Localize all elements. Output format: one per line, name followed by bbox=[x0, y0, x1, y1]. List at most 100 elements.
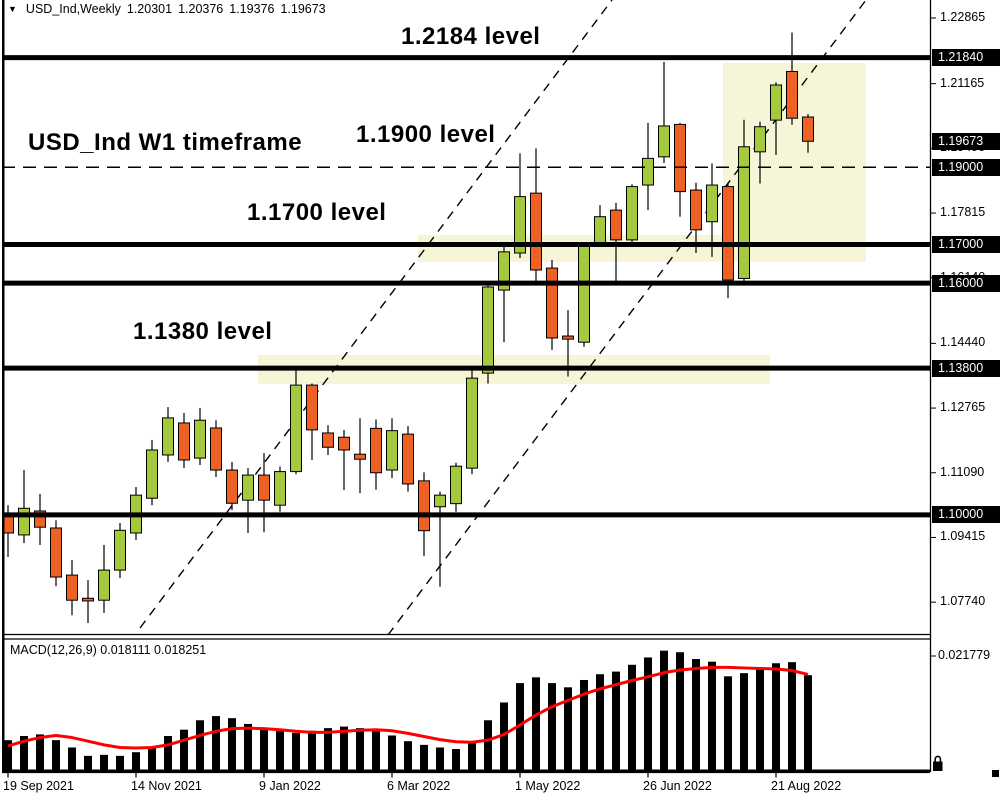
macd-histogram-bar bbox=[372, 730, 380, 770]
candle-body bbox=[594, 216, 606, 244]
price-tick-label: 1.22865 bbox=[940, 10, 986, 24]
candle-body bbox=[146, 449, 158, 499]
chart-left-border bbox=[2, 0, 5, 773]
candle-body bbox=[530, 192, 542, 271]
candle-body bbox=[162, 417, 174, 456]
macd-histogram-bar bbox=[84, 755, 92, 770]
ohlc-open: 1.20301 bbox=[126, 2, 173, 16]
ohlc-high: 1.20376 bbox=[178, 2, 224, 16]
macd-histogram-bar bbox=[308, 730, 316, 770]
candle-body bbox=[98, 569, 110, 601]
candle-body bbox=[498, 251, 510, 291]
macd-axis-label: 0.021779 bbox=[938, 648, 991, 662]
candle-body bbox=[674, 123, 686, 193]
candle-body bbox=[754, 126, 766, 153]
macd-histogram-bar bbox=[644, 657, 652, 770]
annotation-level-1380: 1.1380 level bbox=[133, 318, 273, 345]
candle-body bbox=[626, 186, 638, 241]
price-level-badge: 1.17000 bbox=[932, 236, 1000, 253]
macd-histogram-bar bbox=[564, 687, 572, 770]
macd-histogram-bar bbox=[276, 730, 284, 770]
macd-histogram-bar bbox=[148, 746, 156, 770]
candle-body bbox=[434, 494, 446, 508]
candle-body bbox=[418, 480, 430, 532]
candle-body bbox=[338, 436, 350, 451]
macd-histogram-bar bbox=[804, 675, 812, 770]
candle-body bbox=[738, 146, 750, 279]
trend-channel-line bbox=[139, 0, 613, 629]
macd-histogram-bar bbox=[660, 650, 668, 770]
macd-histogram-bar bbox=[52, 740, 60, 770]
time-tick-label: 14 Nov 2021 bbox=[131, 779, 202, 793]
symbol-title: USD_Ind,Weekly bbox=[25, 2, 121, 16]
candle-body bbox=[354, 453, 366, 460]
candle-body bbox=[322, 432, 334, 448]
price-level-badge: 1.13800 bbox=[932, 359, 1000, 377]
macd-histogram-bar bbox=[468, 741, 476, 770]
macd-histogram-bar bbox=[788, 662, 796, 770]
macd-histogram-bar bbox=[196, 720, 204, 770]
candle-body bbox=[258, 474, 270, 501]
lock-icon[interactable] bbox=[934, 755, 942, 762]
candle-body bbox=[178, 422, 190, 461]
time-tick-label: 6 Mar 2022 bbox=[387, 779, 451, 793]
candle-body bbox=[50, 527, 62, 578]
chart-title-bar: ▼ USD_Ind,Weekly 1.20301 1.20376 1.19376 1.19… bbox=[8, 2, 326, 16]
macd-histogram-bar bbox=[116, 755, 124, 770]
macd-histogram-bar bbox=[68, 747, 76, 770]
macd-histogram-bar bbox=[724, 676, 732, 770]
candle-body bbox=[562, 335, 574, 340]
price-tick-label: 1.14440 bbox=[940, 335, 986, 350]
macd-histogram-bar bbox=[756, 667, 764, 770]
candle-body bbox=[18, 507, 30, 536]
price-level-badge: 1.16000 bbox=[932, 274, 1000, 292]
macd-histogram-bar bbox=[500, 702, 508, 770]
time-tick-label: 1 May 2022 bbox=[515, 779, 581, 793]
candle-body bbox=[770, 84, 782, 121]
price-level-badge: 1.21840 bbox=[932, 49, 1000, 67]
annotation-level-1900: 1.1900 level bbox=[356, 121, 496, 148]
macd-histogram-bar bbox=[708, 661, 716, 770]
macd-signal-line bbox=[7, 665, 809, 750]
price-level-badge: 1.19000 bbox=[932, 158, 1000, 176]
macd-histogram-bar bbox=[260, 728, 268, 770]
ohlc-low: 1.19376 bbox=[229, 2, 275, 16]
candle-body bbox=[450, 465, 462, 505]
candle-body bbox=[274, 471, 286, 506]
macd-histogram-bar bbox=[228, 718, 236, 770]
time-axis-border bbox=[2, 769, 930, 774]
candle-body bbox=[226, 469, 238, 504]
macd-histogram-bar bbox=[36, 734, 44, 770]
candle-body bbox=[210, 427, 222, 471]
macd-histogram-bar bbox=[692, 659, 700, 770]
candle-body bbox=[578, 244, 590, 343]
annotation-level-2184: 1.2184 level bbox=[401, 23, 541, 50]
candle-body bbox=[658, 125, 670, 158]
candle-body bbox=[370, 427, 382, 474]
macd-histogram-bar bbox=[20, 735, 28, 770]
symbol-dropdown-icon[interactable]: ▼ bbox=[8, 4, 17, 14]
candle-body bbox=[82, 597, 94, 602]
candle-body bbox=[402, 433, 414, 485]
annotation-level-1700: 1.1700 level bbox=[247, 199, 387, 226]
price-tick-label: 1.09415 bbox=[940, 529, 986, 544]
candle-body bbox=[66, 574, 78, 601]
macd-histogram-bar bbox=[164, 735, 172, 770]
macd-histogram-bar bbox=[388, 735, 396, 770]
annotation-timeframe: USD_Ind W1 timeframe bbox=[28, 129, 303, 156]
macd-histogram-bar bbox=[100, 754, 108, 770]
candle-body bbox=[546, 267, 558, 339]
scroll-corner-icon bbox=[992, 770, 999, 777]
price-tick-label: 1.12765 bbox=[940, 400, 986, 415]
macd-histogram-bar bbox=[356, 728, 364, 770]
time-tick-label: 26 Jun 2022 bbox=[643, 779, 712, 793]
price-tick-label: 1.07740 bbox=[940, 594, 986, 609]
price-level-badge: 1.19673 bbox=[932, 132, 1000, 150]
macd-histogram-bar bbox=[532, 677, 540, 770]
time-tick-label: 19 Sep 2021 bbox=[3, 779, 74, 793]
macd-histogram-bar bbox=[436, 747, 444, 770]
candle-body bbox=[706, 184, 718, 223]
macd-histogram-bar bbox=[596, 674, 604, 770]
